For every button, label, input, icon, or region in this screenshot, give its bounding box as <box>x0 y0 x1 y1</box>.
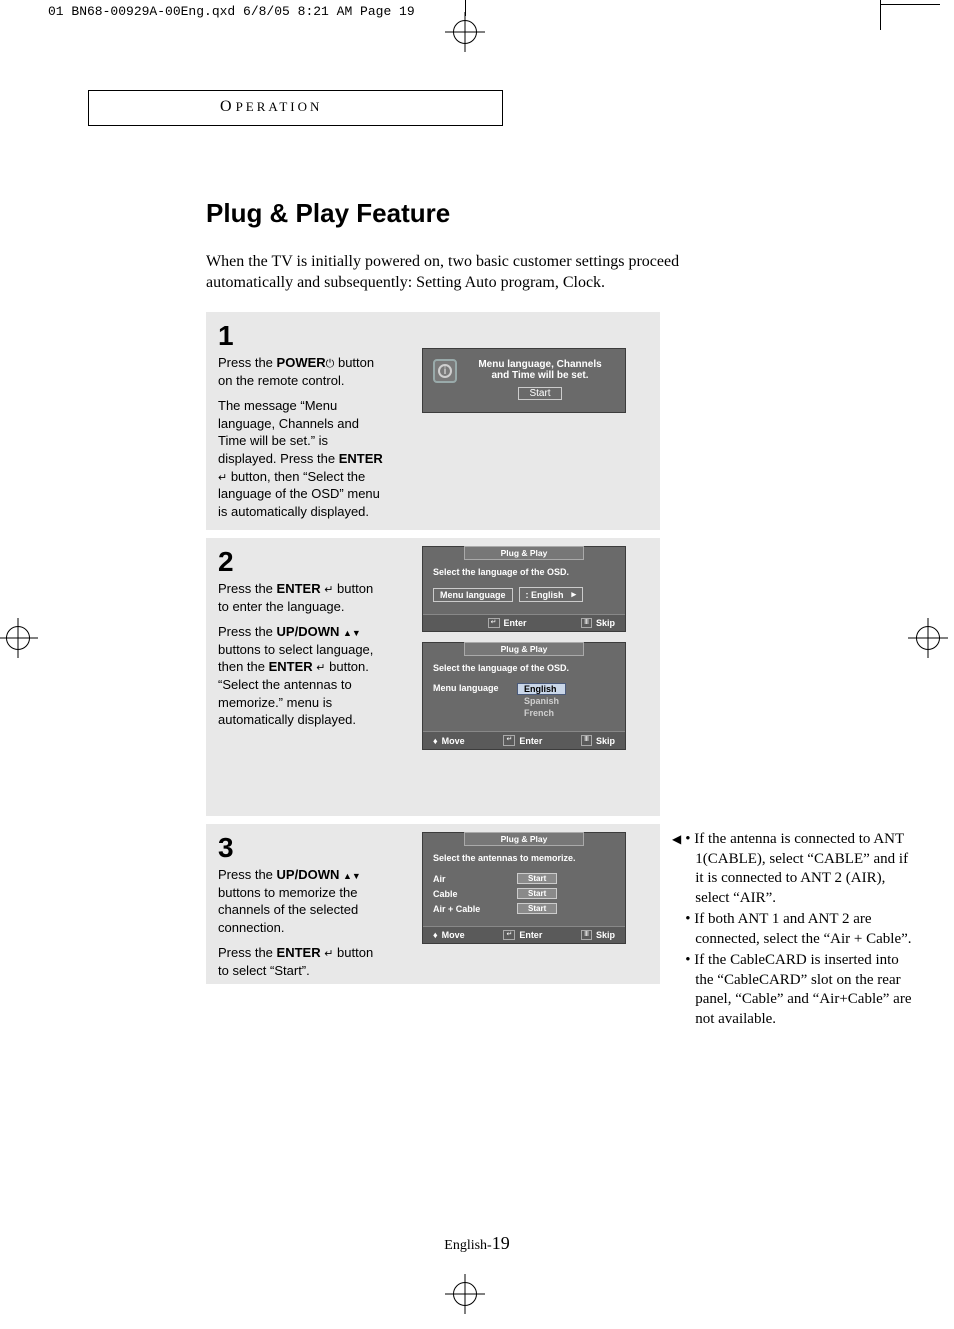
intro-text: When the TV is initially powered on, two… <box>206 252 766 294</box>
updown-icon: ▲▼ <box>343 628 361 638</box>
step-1: 1 Press the POWER⏻ button on the remote … <box>206 312 660 530</box>
osd-language-collapsed: Plug & Play Select the language of the O… <box>422 546 626 632</box>
osd-tab: Plug & Play <box>464 832 584 846</box>
crop-mark <box>880 4 940 5</box>
step-number: 1 <box>218 320 386 352</box>
menu-glyph-icon: Ⅲ <box>581 735 592 745</box>
tv-message-panel: i Menu language, Channels and Time will … <box>422 348 626 413</box>
step-number: 2 <box>218 546 386 578</box>
lang-option: Spanish <box>517 695 566 707</box>
page-footer: English-19 <box>48 1233 906 1254</box>
language-value: : English▸ <box>519 587 584 602</box>
pointer-left-icon: ◀ <box>672 830 681 1031</box>
side-note: ◀ • If the antenna is connected to ANT 1… <box>672 830 914 1031</box>
registration-mark <box>6 626 30 650</box>
chevron-right-icon: ▸ <box>572 589 577 600</box>
osd-language-expanded: Plug & Play Select the language of the O… <box>422 642 626 749</box>
menu-glyph-icon: Ⅲ <box>581 618 592 628</box>
step-text: Press the ENTER ↵ button to enter the la… <box>218 580 386 729</box>
registration-mark <box>916 626 940 650</box>
enter-icon: ↵ <box>218 472 227 484</box>
step-3: 3 Press the UP/DOWN ▲▼ buttons to memori… <box>206 824 660 984</box>
start-button: Start <box>518 387 561 400</box>
registration-mark <box>453 20 477 44</box>
updown-icon: ♦ <box>433 736 438 746</box>
start-button: Start <box>517 903 557 914</box>
enter-icon: ↵ <box>503 735 515 745</box>
osd-tab: Plug & Play <box>464 546 584 560</box>
osd-antenna: Plug & Play Select the antennas to memor… <box>422 832 626 944</box>
lang-option: French <box>517 707 566 719</box>
section-label: OPERATION <box>220 98 322 116</box>
updown-icon: ▲▼ <box>343 871 361 881</box>
step-2: 2 Press the ENTER ↵ button to enter the … <box>206 538 660 816</box>
enter-icon: ↵ <box>503 930 515 940</box>
menu-language-field: Menu language <box>433 588 513 602</box>
step-text: Press the POWER⏻ button on the remote co… <box>218 354 386 521</box>
registration-mark <box>453 1282 477 1306</box>
page-content: OPERATION Plug & Play Feature When the T… <box>48 70 906 1280</box>
lang-option-selected: English <box>517 683 566 695</box>
updown-icon: ♦ <box>433 930 438 940</box>
info-icon: i <box>433 359 457 383</box>
step-number: 3 <box>218 832 386 864</box>
start-button: Start <box>517 888 557 899</box>
print-header: 01 BN68-00929A-00Eng.qxd 6/8/05 8:21 AM … <box>48 4 415 19</box>
step-text: Press the UP/DOWN ▲▼ buttons to memorize… <box>218 866 386 980</box>
page-title: Plug & Play Feature <box>206 198 450 229</box>
note-item: • If the antenna is connected to ANT 1(C… <box>685 830 914 908</box>
enter-icon: ↵ <box>316 662 325 674</box>
note-item: • If the CableCARD is inserted into the … <box>685 951 914 1029</box>
osd-tab: Plug & Play <box>464 642 584 656</box>
start-button: Start <box>517 873 557 884</box>
menu-glyph-icon: Ⅲ <box>581 930 592 940</box>
enter-icon: ↵ <box>488 618 500 628</box>
note-item: • If both ANT 1 and ANT 2 are connected,… <box>685 910 914 949</box>
